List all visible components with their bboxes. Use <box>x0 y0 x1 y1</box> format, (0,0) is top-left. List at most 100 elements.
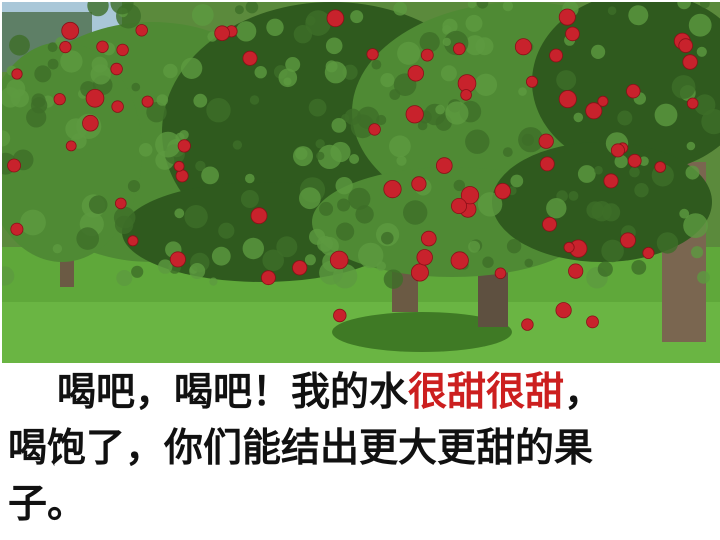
leaf <box>371 59 382 70</box>
apple <box>410 263 429 282</box>
leaf <box>445 101 469 125</box>
leaf <box>518 127 544 153</box>
leaf <box>506 239 522 254</box>
leaf <box>474 73 498 97</box>
leaf <box>701 109 720 135</box>
apple <box>435 157 453 174</box>
leaf <box>688 13 712 37</box>
leaf <box>467 2 477 9</box>
leaf <box>304 254 316 266</box>
leaf <box>393 2 408 16</box>
leaf <box>2 87 21 108</box>
leaf <box>232 140 243 150</box>
apple <box>450 251 469 270</box>
apple <box>460 89 472 101</box>
caption-line-1: 喝吧，喝吧！我的水很甜很甜， <box>8 365 720 421</box>
apple <box>329 250 349 270</box>
leaf <box>285 57 301 72</box>
leaf <box>696 46 707 57</box>
apple <box>558 8 576 26</box>
apple <box>450 197 467 214</box>
apple <box>383 180 402 199</box>
apple <box>368 123 381 136</box>
leaf <box>195 160 206 172</box>
apple <box>177 139 191 153</box>
leaf <box>299 187 321 210</box>
leaf <box>677 2 691 10</box>
leaf <box>235 21 257 42</box>
leaf <box>158 259 173 274</box>
leaf <box>113 206 136 229</box>
apple <box>333 308 347 323</box>
leaf <box>476 2 489 9</box>
leaf <box>278 68 298 88</box>
leaf <box>325 37 343 55</box>
leaf <box>614 154 628 169</box>
leaf <box>146 102 167 123</box>
apple <box>565 26 580 42</box>
leaf <box>568 191 579 201</box>
leaf <box>316 151 325 161</box>
leaf <box>201 166 220 185</box>
apple <box>260 270 276 286</box>
apple <box>686 97 699 110</box>
apple <box>521 318 534 331</box>
apple <box>53 93 66 106</box>
apple <box>420 230 437 247</box>
leaf <box>477 192 503 217</box>
leaf <box>510 174 524 188</box>
leaf <box>342 64 358 80</box>
apple <box>539 156 555 172</box>
leaf <box>629 166 640 178</box>
leaf <box>601 239 624 263</box>
leaf <box>380 73 395 88</box>
apple <box>110 62 123 76</box>
leaf <box>607 6 617 15</box>
leaf <box>518 87 527 96</box>
apple <box>173 160 185 172</box>
leaf <box>482 256 494 268</box>
leaf <box>31 93 46 108</box>
leaf <box>90 64 111 85</box>
leaf <box>468 240 481 253</box>
apple <box>682 54 698 70</box>
leaf <box>465 35 486 56</box>
leaf <box>242 237 264 260</box>
apple <box>620 232 636 249</box>
apple <box>420 48 434 62</box>
apple <box>116 43 129 57</box>
leaf <box>337 198 351 212</box>
apple <box>642 246 655 259</box>
apple <box>603 173 619 189</box>
leaf <box>266 18 284 36</box>
leaf <box>209 277 218 286</box>
leaf <box>591 201 612 222</box>
apple <box>7 158 22 173</box>
leaf <box>465 129 490 154</box>
leaf <box>138 143 153 157</box>
apple <box>214 25 230 42</box>
leaf <box>332 264 358 289</box>
apple <box>65 140 77 152</box>
apple <box>597 95 609 107</box>
leaf <box>87 2 109 17</box>
leaf <box>262 249 285 272</box>
apple <box>85 89 105 108</box>
apple <box>610 143 625 158</box>
leaf <box>180 57 203 79</box>
leaf <box>2 266 15 286</box>
apple <box>405 105 424 124</box>
leaf <box>52 244 63 254</box>
leaf <box>348 187 371 210</box>
apple <box>494 182 511 200</box>
leaf <box>344 108 362 126</box>
leaf <box>383 269 404 289</box>
leaf <box>234 5 244 15</box>
leaf <box>131 82 141 92</box>
leaf <box>325 60 338 73</box>
tree-canopy <box>2 2 720 289</box>
leaf <box>381 231 394 245</box>
apple <box>585 102 603 120</box>
leaf <box>127 180 141 193</box>
